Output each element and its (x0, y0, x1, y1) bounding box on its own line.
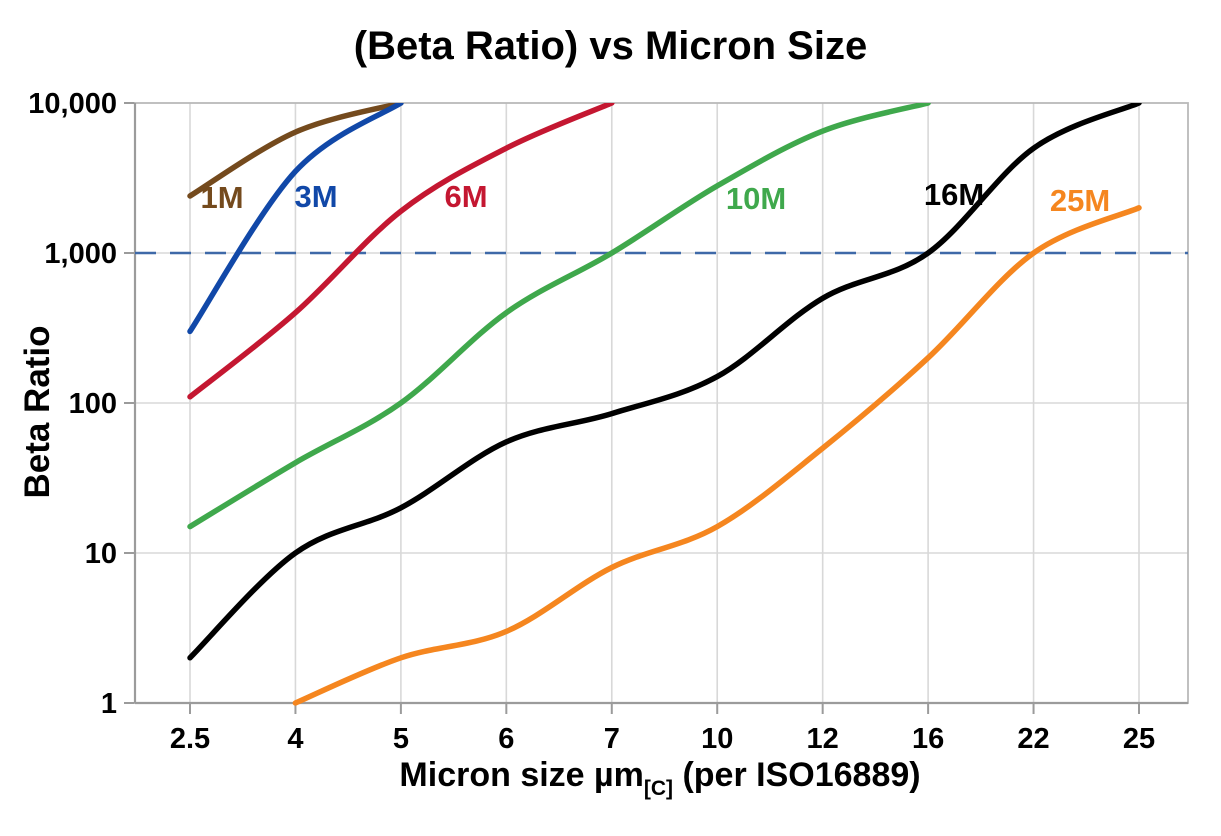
x-axis-title: Micron size µm[C] (per ISO16889) (0, 756, 1221, 800)
x-tick-label: 6 (498, 723, 514, 755)
series-label-16M: 16M (924, 177, 984, 212)
x-tick-label: 22 (1017, 723, 1049, 755)
x-tick-label: 10 (701, 723, 733, 755)
x-tick-label: 7 (604, 723, 620, 755)
series-label-1M: 1M (200, 180, 243, 215)
x-tick-label: 5 (393, 723, 409, 755)
series-line-10M (187, 103, 931, 530)
y-tick-label: 10 (85, 538, 117, 570)
series-line-6M (187, 103, 615, 400)
x-tick-label: 25 (1123, 723, 1155, 755)
series-line-1M (187, 103, 404, 199)
series-line-16M (187, 103, 1142, 661)
series-label-25M: 25M (1050, 183, 1110, 218)
y-tick-label: 10,000 (28, 88, 117, 120)
x-tick-label: 12 (807, 723, 839, 755)
x-tick-label: 4 (287, 723, 303, 755)
series-label-3M: 3M (294, 179, 337, 214)
x-axis-title-text: Micron size µm (399, 756, 644, 794)
y-tick-label: 1,000 (44, 238, 117, 270)
x-axis-title-subscript: [C] (643, 777, 674, 800)
x-tick-label: 2.5 (170, 723, 210, 755)
y-tick-label: 1 (101, 688, 117, 720)
y-tick-label: 100 (69, 388, 117, 420)
series-label-10M: 10M (726, 181, 786, 216)
x-axis-title-suffix: (per ISO16889) (673, 756, 921, 794)
chart-title: (Beta Ratio) vs Micron Size (353, 24, 868, 68)
series-line-25M (292, 205, 1142, 706)
x-tick-label: 16 (912, 723, 944, 755)
series-line-3M (187, 103, 404, 335)
series-label-6M: 6M (444, 179, 487, 214)
